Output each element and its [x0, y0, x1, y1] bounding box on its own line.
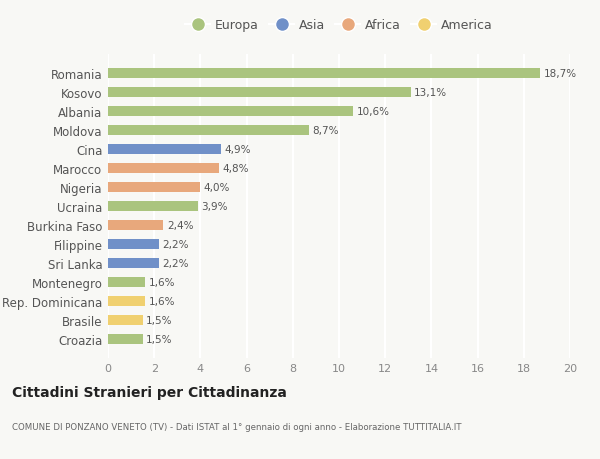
- Bar: [108, 126, 309, 136]
- Text: 8,7%: 8,7%: [313, 126, 339, 136]
- Text: 2,2%: 2,2%: [162, 240, 189, 249]
- Bar: [108, 202, 198, 212]
- Bar: [108, 106, 353, 117]
- Text: 18,7%: 18,7%: [544, 69, 577, 79]
- Text: 1,5%: 1,5%: [146, 315, 173, 325]
- Bar: [108, 315, 143, 325]
- Legend: Europa, Asia, Africa, America: Europa, Asia, Africa, America: [185, 19, 493, 32]
- Bar: [108, 182, 200, 193]
- Text: COMUNE DI PONZANO VENETO (TV) - Dati ISTAT al 1° gennaio di ogni anno - Elaboraz: COMUNE DI PONZANO VENETO (TV) - Dati IST…: [12, 422, 461, 431]
- Text: Cittadini Stranieri per Cittadinanza: Cittadini Stranieri per Cittadinanza: [12, 386, 287, 399]
- Text: 10,6%: 10,6%: [356, 107, 389, 117]
- Bar: [108, 163, 219, 174]
- Bar: [108, 334, 143, 344]
- Text: 4,9%: 4,9%: [224, 145, 251, 155]
- Text: 4,0%: 4,0%: [204, 183, 230, 193]
- Text: 2,4%: 2,4%: [167, 220, 193, 230]
- Bar: [108, 88, 410, 98]
- Text: 1,6%: 1,6%: [148, 277, 175, 287]
- Bar: [108, 69, 540, 79]
- Bar: [108, 296, 145, 307]
- Bar: [108, 145, 221, 155]
- Text: 1,5%: 1,5%: [146, 334, 173, 344]
- Text: 1,6%: 1,6%: [148, 296, 175, 306]
- Bar: [108, 258, 159, 269]
- Text: 2,2%: 2,2%: [162, 258, 189, 269]
- Bar: [108, 220, 163, 231]
- Text: 3,9%: 3,9%: [202, 202, 228, 212]
- Text: 13,1%: 13,1%: [414, 88, 447, 98]
- Bar: [108, 239, 159, 250]
- Text: 4,8%: 4,8%: [223, 164, 249, 174]
- Bar: [108, 277, 145, 287]
